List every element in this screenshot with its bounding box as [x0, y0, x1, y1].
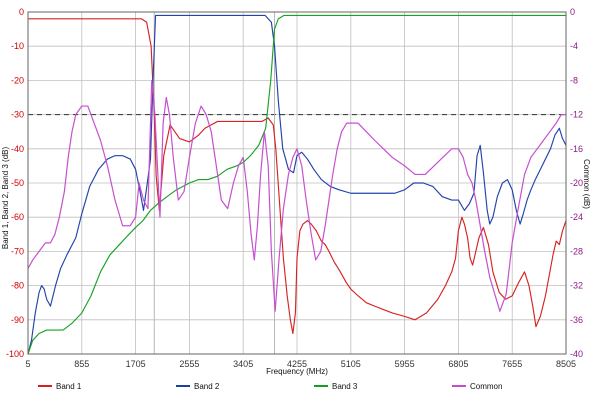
left-tick-label-9: -90: [11, 315, 24, 325]
left-tick-label-10: -100: [6, 349, 24, 359]
legend-label-band-1: Band 1: [56, 382, 82, 391]
x-tick-label-10: 8505: [556, 359, 576, 369]
left-tick-label-6: -60: [11, 212, 24, 222]
x-tick-label-4: 3405: [233, 359, 253, 369]
series-layer: [27, 14, 567, 355]
legend-label-common: Common: [470, 382, 502, 391]
x-tick-label-1: 855: [74, 359, 89, 369]
right-tick-label-5: -20: [570, 178, 583, 188]
x-tick-label-2: 1705: [126, 359, 146, 369]
legend: Band 1 Band 2 Band 3 Common: [38, 382, 502, 391]
right-tick-label-0: 0: [570, 7, 575, 17]
plot-frame: [27, 11, 567, 355]
left-tick-label-2: -20: [11, 75, 24, 85]
left-tick-label-0: 0: [19, 7, 24, 17]
left-tick-label-3: -30: [11, 110, 24, 120]
x-tick-label-0: 5: [25, 359, 30, 369]
right-axis-title: Common (dB): [582, 159, 591, 209]
right-tick-label-1: -4: [570, 41, 578, 51]
right-tick-label-4: -16: [570, 144, 583, 154]
x-axis-title: Frequency (MHz): [266, 367, 328, 376]
series-band-1: [27, 18, 567, 335]
series-band-3: [27, 14, 567, 355]
x-tick-label-8: 6805: [448, 359, 468, 369]
series-common: [27, 79, 567, 312]
series-band-2: [27, 14, 567, 355]
left-axis-title: Band 1, Band 2, Band 3 (dB): [1, 147, 10, 250]
right-tick-label-9: -36: [570, 315, 583, 325]
x-tick-label-9: 7655: [502, 359, 522, 369]
right-tick-label-2: -8: [570, 75, 578, 85]
right-tick-label-3: -12: [570, 110, 583, 120]
right-tick-label-10: -40: [570, 349, 583, 359]
x-tick-label-3: 2555: [179, 359, 199, 369]
legend-label-band-3: Band 3: [332, 382, 358, 391]
left-tick-label-7: -70: [11, 246, 24, 256]
left-tick-label-8: -80: [11, 281, 24, 291]
x-tick-label-5: 4255: [287, 359, 307, 369]
left-tick-label-5: -50: [11, 178, 24, 188]
right-tick-label-8: -32: [570, 281, 583, 291]
legend-label-band-2: Band 2: [194, 382, 220, 391]
tick-layer: 5 855 1705 2555 3405 4255 5105 5955 6805 7655 8505…: [6, 7, 583, 369]
right-tick-label-6: -24: [570, 212, 583, 222]
x-tick-label-7: 5955: [395, 359, 415, 369]
left-tick-label-1: -10: [11, 41, 24, 51]
right-tick-label-7: -28: [570, 246, 583, 256]
left-tick-label-4: -40: [11, 144, 24, 154]
x-tick-label-6: 5105: [341, 359, 361, 369]
